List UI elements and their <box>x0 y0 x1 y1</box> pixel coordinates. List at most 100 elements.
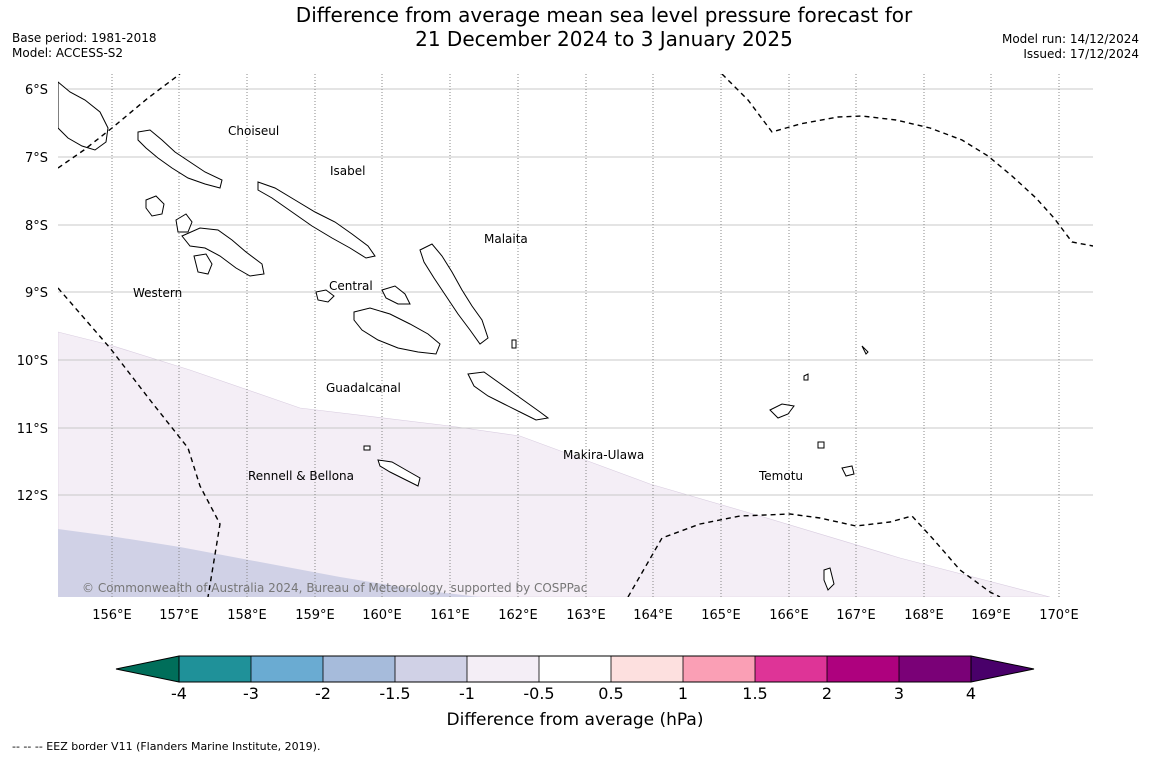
colorbar-tick-label: 4 <box>966 684 976 703</box>
colorbar-tick-label: -2 <box>315 684 331 703</box>
base-period: Base period: 1981-2018 <box>12 31 157 45</box>
lon-label-167e: 167°E <box>836 608 876 623</box>
colorbar-tick-label: 1.5 <box>742 684 767 703</box>
colorbar-tick-label: -4 <box>171 684 187 703</box>
lat-label-10s: 10°S <box>17 354 48 369</box>
region-label-malaita: Malaita <box>484 232 528 246</box>
colorbar-tick-label: -1.5 <box>379 684 410 703</box>
colorbar-swatch-1 <box>179 656 251 682</box>
lon-label-170e: 170°E <box>1039 608 1079 623</box>
region-label-western: Western <box>133 286 182 300</box>
colorbar-tick-label: -0.5 <box>523 684 554 703</box>
colorbar-swatch-6 <box>539 656 611 682</box>
lon-label-168e: 168°E <box>904 608 944 623</box>
ulawa-island <box>511 339 517 349</box>
lon-labels: 156°E 157°E 158°E 159°E 160°E 161°E 162°… <box>92 608 1079 623</box>
colorbar-arrow-max <box>970 655 1035 683</box>
colorbar-title: Difference from average (hPa) <box>447 710 704 730</box>
region-label-choiseul: Choiseul <box>228 124 279 138</box>
rendova-island <box>193 253 213 275</box>
region-label-temotu: Temotu <box>758 469 803 483</box>
colorbar-tick-label: -1 <box>459 684 475 703</box>
southern-islet <box>823 567 835 591</box>
kolombangara-island <box>175 213 193 233</box>
map-area: © Commonwealth of Australia 2024, Bureau… <box>58 74 1093 597</box>
colorbar-swatch-7 <box>611 656 683 682</box>
lat-gridlines <box>58 88 1093 496</box>
lon-label-161e: 161°E <box>430 608 470 623</box>
lat-label-6s: 6°S <box>25 83 48 98</box>
issued-date: Issued: 17/12/2024 <box>1023 47 1139 61</box>
guadalcanal-island <box>353 307 441 355</box>
lon-label-160e: 160°E <box>362 608 402 623</box>
lat-label-11s: 11°S <box>17 422 48 437</box>
vanikoro-island <box>841 465 855 477</box>
copyright-notice: © Commonwealth of Australia 2024, Bureau… <box>82 581 587 595</box>
island-outlines <box>58 81 869 591</box>
colorbar-swatch-2 <box>251 656 323 682</box>
colorbar-swatch-9 <box>755 656 827 682</box>
lat-label-7s: 7°S <box>25 151 48 166</box>
choiseul-island <box>137 129 223 189</box>
lon-label-157e: 157°E <box>159 608 199 623</box>
lon-label-156e: 156°E <box>92 608 132 623</box>
colorbar-tick-label: 0.5 <box>598 684 623 703</box>
isabel-island <box>257 181 376 259</box>
vella-lavella-island <box>145 195 165 217</box>
map-title: Difference from average mean sea level p… <box>0 3 1150 51</box>
region-label-isabel: Isabel <box>330 164 365 178</box>
region-labels: Choiseul Isabel Malaita Western Central … <box>133 124 803 483</box>
lon-label-165e: 165°E <box>701 608 741 623</box>
lon-label-164e: 164°E <box>633 608 673 623</box>
model-name: Model: ACCESS-S2 <box>12 46 124 60</box>
lon-label-169e: 169°E <box>971 608 1011 623</box>
colorbar-swatch-10 <box>827 656 899 682</box>
lat-label-9s: 9°S <box>25 286 48 301</box>
colorbar-swatch-8 <box>683 656 755 682</box>
colorbar-tick-label: 3 <box>894 684 904 703</box>
malaita-island <box>419 243 489 345</box>
colorbar-arrow-min <box>115 655 180 683</box>
duff-islands <box>861 345 869 355</box>
new-georgia-island <box>181 227 265 277</box>
russell-islands <box>381 285 411 305</box>
lat-label-12s: 12°S <box>17 489 48 504</box>
eez-footnote: -- -- -- EEZ border V11 (Flanders Marine… <box>12 740 321 753</box>
eez-borders <box>58 74 1093 597</box>
meta-left: Base period: 1981-2018 Model: ACCESS-S2 <box>12 31 157 61</box>
colorbar-swatch-4 <box>395 656 467 682</box>
eez-border-north <box>721 74 1093 247</box>
lon-label-163e: 163°E <box>566 608 606 623</box>
ndeni-island <box>769 403 795 419</box>
anomaly-band-light <box>58 331 1051 597</box>
reef-islands <box>803 373 809 381</box>
colorbar: -4 -3 -2 -1.5 -1 -0.5 0.5 1 1.5 2 3 4 Di… <box>115 655 1035 730</box>
region-label-makira-ulawa: Makira-Ulawa <box>563 448 644 462</box>
title-line-2: 21 December 2024 to 3 January 2025 <box>415 27 793 51</box>
bougainville-island <box>58 81 109 151</box>
region-label-central: Central <box>329 279 373 293</box>
colorbar-tick-label: -3 <box>243 684 259 703</box>
meta-right: Model run: 14/12/2024 Issued: 17/12/2024 <box>1002 32 1139 62</box>
lat-labels: 6°S 7°S 8°S 9°S 10°S 11°S 12°S <box>17 83 48 504</box>
colorbar-tick-label: 2 <box>822 684 832 703</box>
title-line-1: Difference from average mean sea level p… <box>295 3 913 27</box>
lon-label-162e: 162°E <box>498 608 538 623</box>
bellona-island <box>363 445 371 451</box>
colorbar-tick-label: 1 <box>678 684 688 703</box>
eez-border-northwest <box>58 74 181 169</box>
utupua-island <box>817 441 825 449</box>
eez-border-west <box>58 287 221 597</box>
colorbar-swatch-5 <box>467 656 539 682</box>
eez-border-south <box>627 513 1001 597</box>
colorbar-swatch-3 <box>323 656 395 682</box>
region-label-guadalcanal: Guadalcanal <box>326 381 401 395</box>
colorbar-swatch-11 <box>899 656 971 682</box>
model-run: Model run: 14/12/2024 <box>1001 32 1139 46</box>
rennell-island <box>377 459 421 487</box>
lon-label-166e: 166°E <box>769 608 809 623</box>
lat-label-8s: 8°S <box>25 219 48 234</box>
lon-label-159e: 159°E <box>295 608 335 623</box>
anomaly-band-medium <box>58 529 480 597</box>
